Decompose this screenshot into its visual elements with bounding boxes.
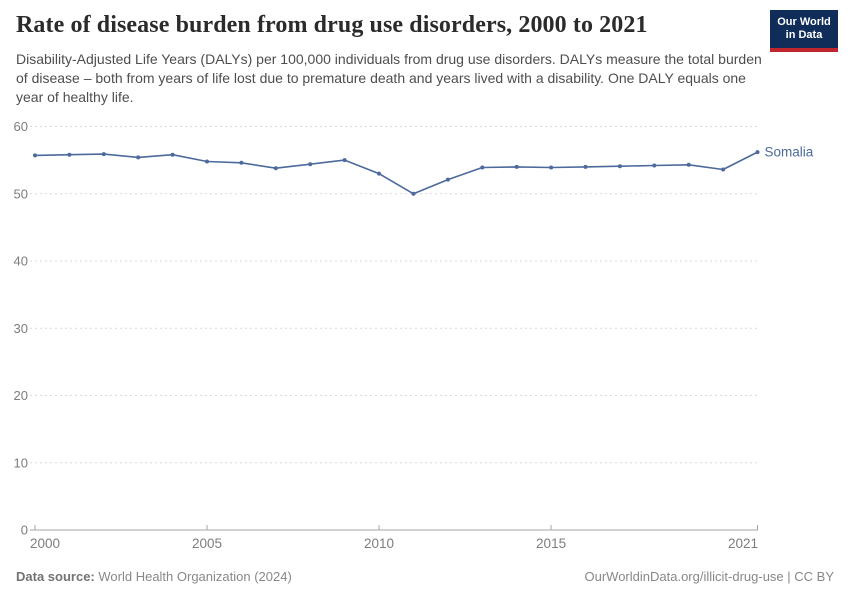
x-axis-tick-label: 2010 [364, 536, 394, 551]
credit-link[interactable]: OurWorldinData.org/illicit-drug-use | CC… [584, 569, 835, 584]
owid-logo[interactable]: Our World in Data [770, 10, 838, 52]
data-point[interactable] [33, 153, 37, 158]
y-axis-tick-label: 60 [14, 119, 28, 134]
x-axis-tick-label: 2015 [536, 536, 566, 551]
x-axis-tick-label: 2000 [30, 536, 60, 551]
chart-subtitle: Disability-Adjusted Life Years (DALYs) p… [16, 51, 762, 105]
data-point[interactable] [136, 155, 141, 160]
data-point[interactable] [205, 159, 209, 164]
y-axis-tick-label: 20 [14, 388, 28, 403]
data-point[interactable] [445, 177, 450, 182]
data-point[interactable] [549, 165, 554, 170]
y-axis-tick-label: 0 [21, 523, 28, 538]
data-point[interactable] [686, 162, 691, 167]
data-point[interactable] [514, 164, 519, 169]
data-point[interactable] [755, 150, 760, 155]
data-source: Data source: World Health Organization (… [16, 569, 292, 584]
data-point[interactable] [583, 164, 588, 169]
data-point[interactable] [67, 152, 72, 157]
data-point[interactable] [101, 152, 106, 157]
y-axis-tick-label: 40 [14, 254, 28, 269]
data-point[interactable] [617, 164, 622, 169]
y-axis-tick-label: 50 [14, 186, 28, 201]
data-point[interactable] [480, 165, 485, 170]
data-point[interactable] [377, 171, 381, 176]
series-line [34, 151, 759, 195]
data-point[interactable] [652, 163, 657, 168]
series-end-label[interactable]: Somalia [765, 145, 814, 160]
y-axis-tick-label: 30 [14, 321, 28, 336]
line-chart[interactable]: 0 10 20 30 40 50 60 2000 2005 2010 2015 2021 Somalia [0, 115, 850, 563]
data-point[interactable] [170, 152, 175, 157]
data-point[interactable] [342, 158, 347, 163]
data-source-value: World Health Organization (2024) [98, 569, 292, 584]
data-point[interactable] [411, 191, 416, 196]
data-point[interactable] [273, 166, 278, 171]
data-point[interactable] [239, 160, 244, 165]
logo-text-line1: Our World [777, 16, 831, 28]
logo-text-line2: in Data [785, 29, 823, 41]
data-source-label: Data source: [16, 569, 95, 584]
y-axis-tick-label: 10 [14, 455, 28, 470]
data-point[interactable] [308, 162, 313, 167]
x-axis-tick-label: 2021 [728, 536, 758, 551]
page-title: Rate of disease burden from drug use dis… [16, 12, 648, 38]
chart-footer: Data source: World Health Organization (… [16, 569, 834, 584]
data-point[interactable] [721, 167, 726, 172]
x-axis-tick-label: 2005 [192, 536, 222, 551]
